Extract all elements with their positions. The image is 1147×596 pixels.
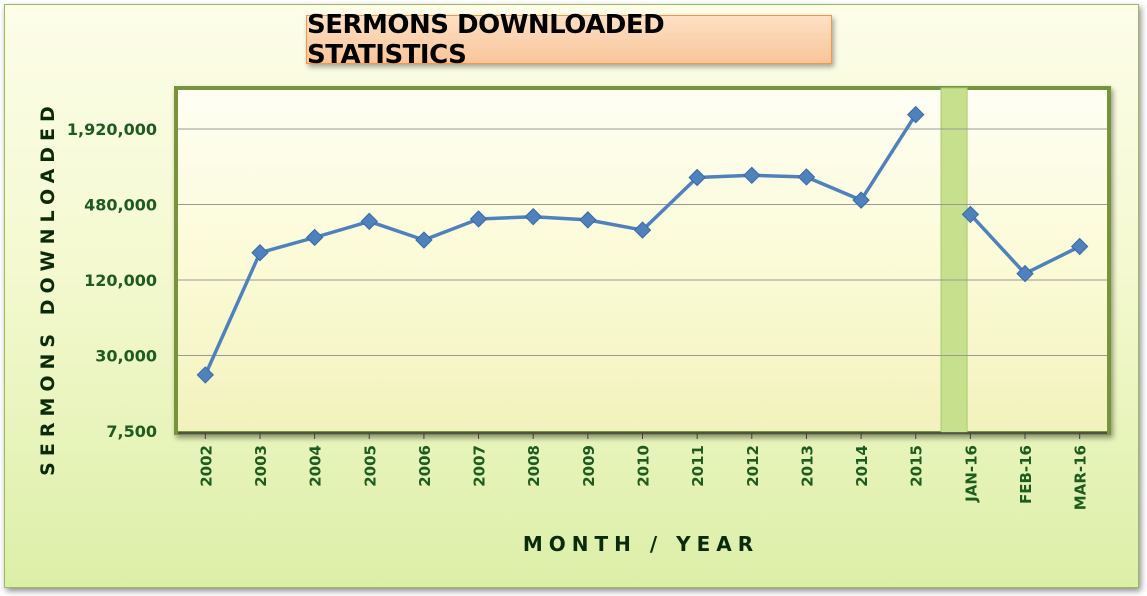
data-point: [743, 166, 761, 185]
data-point: [360, 212, 378, 231]
x-tick-label: FEB-16: [1017, 445, 1035, 504]
data-point: [1070, 237, 1089, 256]
x-tick-label: 2007: [471, 445, 489, 487]
y-tick-label: 1,920,000: [67, 120, 157, 139]
data-point: [961, 205, 980, 224]
y-tick-label: 120,000: [84, 271, 157, 290]
x-tick-label: 2008: [525, 445, 543, 487]
y-tick-label: 7,500: [106, 422, 157, 441]
data-point: [797, 168, 816, 186]
data-point: [633, 221, 652, 239]
x-tick-label: 2004: [307, 445, 325, 487]
x-tick-label: 2003: [252, 445, 270, 487]
data-point: [688, 168, 706, 187]
x-tick-label: 2002: [197, 445, 215, 487]
data-point: [1016, 264, 1034, 283]
data-point: [852, 191, 870, 209]
x-tick-label: 2010: [635, 445, 653, 487]
x-tick-label: 2012: [744, 445, 762, 487]
x-tick-label: JAN-16: [962, 445, 980, 503]
x-tick-label: 2006: [416, 445, 434, 487]
data-point: [907, 105, 925, 124]
gap-band: [940, 87, 968, 434]
x-tick-label: 2011: [689, 445, 707, 487]
chart-title: SERMONS DOWNLOADED STATISTICS: [306, 10, 832, 70]
x-tick-label: 2014: [853, 445, 871, 487]
series-line: [203, 113, 918, 376]
data-point: [251, 244, 269, 262]
x-tick-label: 2015: [908, 445, 926, 487]
data-point: [524, 207, 542, 226]
data-point: [579, 211, 597, 229]
y-tick-label: 480,000: [84, 196, 157, 215]
x-axis-title: MONTH / YEAR: [522, 532, 760, 556]
x-tick-label: MAR-16: [1072, 445, 1090, 510]
data-point: [196, 366, 215, 384]
x-tick-label: 2009: [580, 445, 598, 487]
data-point: [415, 231, 433, 249]
x-tick-label: 2013: [798, 445, 816, 487]
data-point: [469, 210, 488, 228]
y-tick-label: 30,000: [95, 347, 157, 366]
series-line: [969, 213, 1081, 276]
x-tick-label: 2005: [361, 445, 379, 487]
data-point: [305, 228, 324, 247]
